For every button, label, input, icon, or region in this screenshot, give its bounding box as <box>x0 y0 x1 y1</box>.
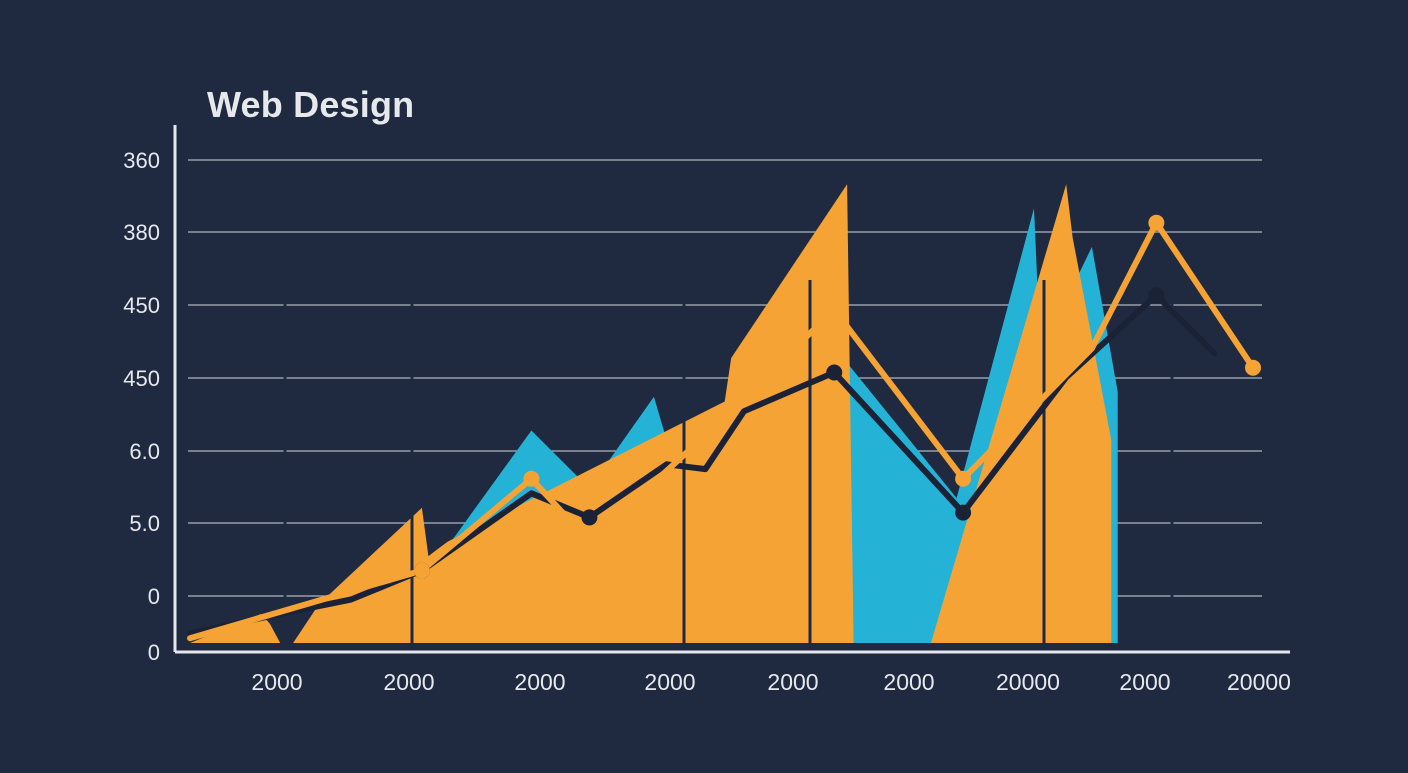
dark-line-point <box>955 504 972 521</box>
y-tick-label: 360 <box>123 148 160 173</box>
x-tick-label: 2000 <box>767 669 818 695</box>
x-tick-label: 2000 <box>514 669 565 695</box>
x-tick-label: 2000 <box>644 669 695 695</box>
y-tick-label: 5.0 <box>129 511 160 536</box>
x-tick-label: 2000 <box>383 669 434 695</box>
x-tick-label: 20000 <box>1227 669 1291 695</box>
dark-line-point <box>581 509 598 526</box>
orange-line-point <box>581 533 598 550</box>
y-tick-label: 450 <box>123 293 160 318</box>
x-tick-label: 20000 <box>996 669 1060 695</box>
y-tick-label: 380 <box>123 220 160 245</box>
y-tick-label: 450 <box>123 366 160 391</box>
orange-line-point <box>1245 359 1261 376</box>
orange-line-point <box>826 301 843 318</box>
y-tick-label: 0 <box>148 584 160 609</box>
y-tick-label: 6.0 <box>129 439 160 464</box>
markers <box>413 214 1261 579</box>
dark-line-point <box>1148 287 1165 304</box>
orange-line-point <box>955 470 972 487</box>
orange-line-point <box>1148 214 1165 231</box>
orange-line-mark <box>187 219 1256 642</box>
x-tick-label: 2000 <box>251 669 302 695</box>
dark-line-point <box>826 364 843 381</box>
area-series <box>190 184 1174 645</box>
dark-line-mark <box>187 292 1218 637</box>
orange-line-point <box>523 470 540 487</box>
chart-title: Web Design <box>207 84 415 125</box>
orange-line-point <box>413 562 430 579</box>
tick-labels: 360 380 450 450 6.0 5.0 0 0 2000 2000 2000 2000 2000… <box>123 148 1291 695</box>
orange-area-mark <box>190 184 1112 643</box>
line-series <box>187 219 1256 642</box>
x-tick-label: 2000 <box>1119 669 1170 695</box>
axes <box>173 125 1290 654</box>
y-tick-label: 0 <box>148 640 160 665</box>
x-tick-label: 2000 <box>883 669 934 695</box>
